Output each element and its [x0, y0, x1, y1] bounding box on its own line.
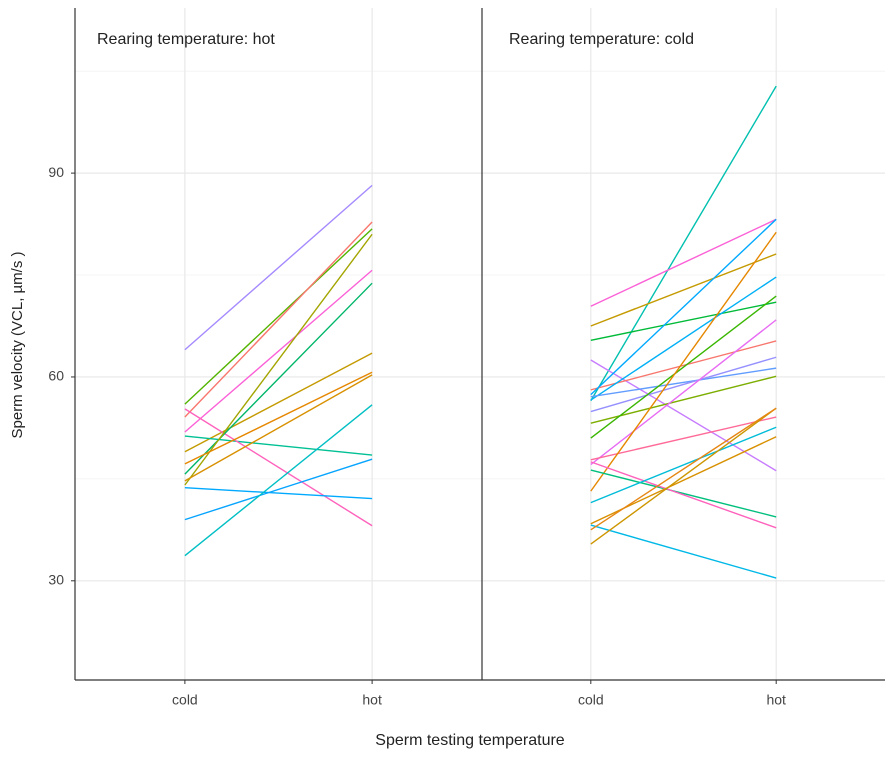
series-line — [184, 374, 373, 482]
x-tick-label: cold — [578, 692, 604, 708]
series-line — [184, 233, 373, 486]
series-line — [590, 367, 777, 398]
series-line — [590, 359, 777, 472]
x-tick-label: hot — [362, 692, 382, 708]
series-line — [590, 416, 777, 461]
series-line — [184, 228, 373, 405]
series-line — [590, 340, 777, 391]
series-line — [184, 221, 373, 418]
series-line — [590, 469, 777, 518]
series-line — [184, 269, 373, 433]
series-line — [184, 371, 373, 465]
series-line — [590, 253, 777, 327]
series-line — [184, 352, 373, 453]
series-line — [590, 407, 777, 531]
y-tick-label: 90 — [48, 164, 64, 180]
series-line — [184, 408, 373, 527]
x-tick-label: cold — [172, 692, 198, 708]
series-line — [590, 407, 777, 545]
series-line — [590, 301, 777, 341]
series-line — [590, 218, 777, 396]
y-tick-label: 60 — [48, 368, 64, 384]
series-line — [590, 436, 777, 525]
series-line — [590, 218, 777, 307]
series-line — [590, 295, 777, 439]
series-line — [590, 231, 777, 492]
series-line — [590, 524, 777, 579]
series-line — [590, 426, 777, 504]
series-line — [590, 356, 777, 413]
series-line — [590, 276, 777, 401]
series-line — [590, 461, 777, 529]
y-axis-title: Sperm velocity (VCL, µm/s ) — [9, 251, 26, 438]
facet-title: Rearing temperature: hot — [97, 31, 275, 48]
series-line — [184, 435, 373, 456]
facet-title: Rearing temperature: cold — [509, 31, 694, 48]
series-line — [184, 458, 373, 521]
series-line — [590, 85, 777, 402]
series-line — [590, 375, 777, 424]
series-line — [184, 404, 373, 557]
series-line — [590, 319, 777, 466]
y-tick-label: 30 — [48, 571, 64, 587]
x-axis-title: Sperm testing temperature — [375, 732, 565, 749]
x-tick-label: hot — [766, 692, 786, 708]
series-line — [184, 184, 373, 351]
series-line — [184, 487, 373, 500]
